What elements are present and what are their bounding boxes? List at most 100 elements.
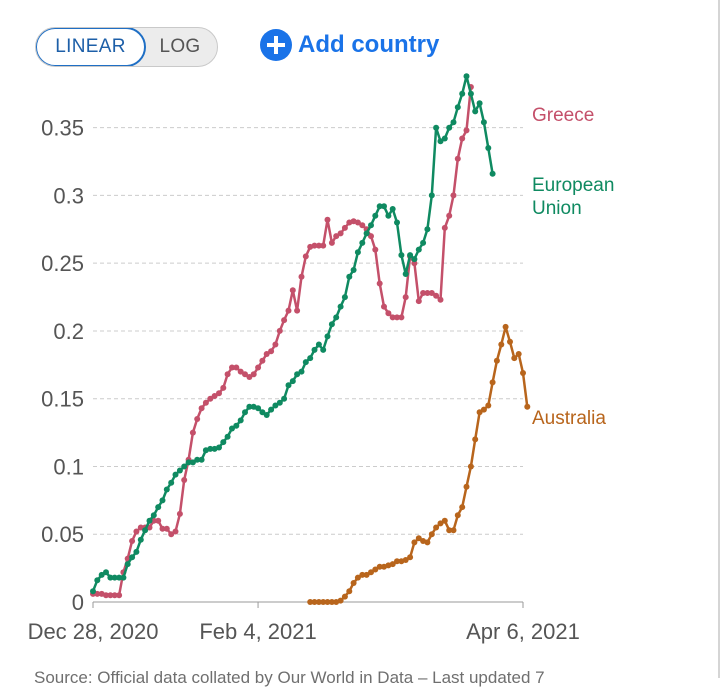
plus-circle-icon[interactable] xyxy=(260,29,292,61)
data-point xyxy=(137,524,144,531)
data-point xyxy=(276,327,283,334)
data-point xyxy=(459,135,466,142)
data-point xyxy=(394,558,400,565)
data-point xyxy=(437,138,444,145)
axes: 0 0.05 0.1 0.15 0.2 0.25 0.3 0.35 Dec 28, 2020 Fe… xyxy=(28,116,580,644)
data-point xyxy=(402,557,409,563)
log-scale-button[interactable]: LOG xyxy=(159,36,201,57)
data-point xyxy=(428,192,435,199)
data-point xyxy=(289,378,296,385)
data-point xyxy=(233,364,240,371)
data-point xyxy=(176,510,183,517)
data-point xyxy=(211,393,218,399)
data-point xyxy=(515,351,522,357)
data-point xyxy=(411,539,418,546)
data-point xyxy=(298,368,305,375)
data-point xyxy=(411,256,418,263)
data-point xyxy=(220,384,227,391)
data-point xyxy=(328,321,335,328)
scale-toggle[interactable]: LINEAR LOG xyxy=(35,27,218,67)
x-tick-label: Dec 28, 2020 xyxy=(28,619,159,644)
y-tick-label: 0.2 xyxy=(53,319,84,344)
data-point xyxy=(150,517,157,524)
data-point xyxy=(307,355,314,362)
data-point xyxy=(333,314,340,321)
data-point xyxy=(385,212,392,219)
data-point xyxy=(446,124,453,131)
data-point xyxy=(485,145,492,151)
data-point xyxy=(493,357,500,364)
data-point xyxy=(194,416,201,422)
data-point xyxy=(263,351,270,357)
data-point xyxy=(359,239,366,246)
data-point xyxy=(368,222,374,229)
data-point xyxy=(120,574,127,581)
gridlines xyxy=(93,127,523,535)
data-point xyxy=(441,517,448,524)
data-point xyxy=(463,483,470,490)
data-point xyxy=(90,588,96,595)
data-point xyxy=(454,512,461,519)
data-point xyxy=(389,561,396,568)
data-point xyxy=(385,310,392,317)
data-point xyxy=(302,253,309,260)
data-point xyxy=(242,409,248,416)
data-point xyxy=(159,525,166,532)
data-point xyxy=(224,371,231,378)
data-point xyxy=(359,222,366,229)
data-point xyxy=(398,252,405,259)
data-point xyxy=(324,216,331,223)
data-point xyxy=(255,364,262,371)
data-point xyxy=(363,571,370,578)
data-point xyxy=(368,569,374,576)
data-point xyxy=(415,535,422,542)
data-point xyxy=(302,359,309,366)
data-point xyxy=(111,592,118,599)
data-point xyxy=(354,249,361,256)
data-point xyxy=(450,119,457,126)
data-point xyxy=(441,135,448,142)
data-point xyxy=(467,90,474,97)
series-line xyxy=(310,325,529,604)
data-point xyxy=(415,298,422,305)
data-point xyxy=(467,463,474,470)
series-label: Union xyxy=(532,198,582,219)
data-point xyxy=(472,436,479,443)
data-point xyxy=(189,429,196,436)
data-point xyxy=(489,170,496,177)
data-point xyxy=(472,108,479,115)
data-point xyxy=(324,333,331,340)
data-point xyxy=(359,571,366,578)
linear-scale-button[interactable]: LINEAR xyxy=(36,28,146,66)
data-point xyxy=(446,527,453,534)
data-point xyxy=(337,230,344,237)
add-country-button[interactable]: Add country xyxy=(260,29,439,61)
data-point xyxy=(454,155,461,162)
add-country-label[interactable]: Add country xyxy=(298,31,440,58)
data-point xyxy=(450,192,457,199)
data-point xyxy=(341,294,348,301)
data-point xyxy=(168,531,175,538)
data-point xyxy=(107,592,114,599)
data-point xyxy=(350,580,357,586)
data-point xyxy=(489,379,496,386)
data-point xyxy=(103,592,109,599)
series-australia xyxy=(307,323,531,605)
data-point xyxy=(524,403,531,410)
data-point xyxy=(507,338,513,345)
panel-border xyxy=(718,0,720,678)
data-point xyxy=(433,524,440,531)
data-point xyxy=(246,374,253,380)
data-point xyxy=(354,574,361,581)
data-point xyxy=(415,246,422,253)
data-point xyxy=(294,371,301,378)
y-tick-label: 0.05 xyxy=(41,522,84,547)
y-tick-label: 0.3 xyxy=(53,183,84,208)
data-point xyxy=(194,456,201,463)
data-point xyxy=(207,445,214,452)
data-point xyxy=(320,599,327,605)
data-point xyxy=(389,314,396,321)
series-label: Australia xyxy=(532,408,606,429)
